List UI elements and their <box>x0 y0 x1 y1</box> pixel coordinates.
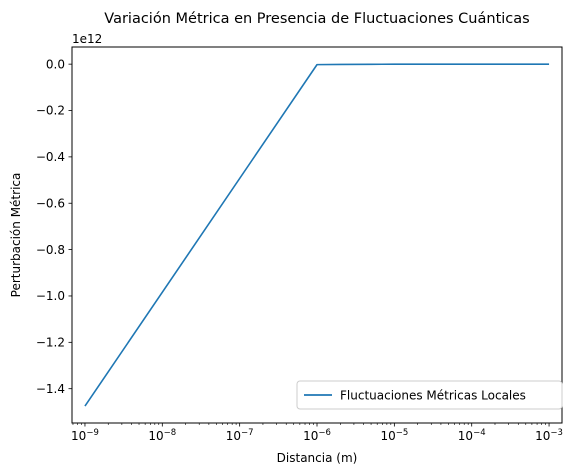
legend-label: Fluctuaciones Métricas Locales <box>340 389 526 403</box>
x-tick-label: 10−5 <box>380 428 408 443</box>
y-axis-ticks: 0.0 −0.2 −0.4 −0.6 −0.8 −1.0 −1.2 −1.4 <box>36 57 72 396</box>
y-tick-label: −1.0 <box>36 289 65 303</box>
chart-title: Variación Métrica en Presencia de Fluctu… <box>104 11 529 27</box>
y-tick-label: −0.2 <box>36 104 65 118</box>
x-tick-label: 10−3 <box>535 428 563 443</box>
plot-lines <box>84 63 550 407</box>
x-axis-label: Distancia (m) <box>277 451 358 465</box>
x-tick-label: 10−8 <box>148 428 176 443</box>
y-offset-label: 1e12 <box>72 32 102 46</box>
y-tick-label: −0.8 <box>36 243 65 257</box>
y-tick-label: 0.0 <box>46 57 65 71</box>
x-tick-label: 10−9 <box>71 428 99 443</box>
y-tick-label: −0.4 <box>36 150 65 164</box>
y-axis-label: Perturbación Métrica <box>9 173 23 298</box>
x-tick-label: 10−6 <box>303 428 331 443</box>
x-tick-label: 10−4 <box>458 428 486 443</box>
y-tick-label: −1.2 <box>36 336 65 350</box>
y-tick-label: −1.4 <box>36 382 65 396</box>
series-line <box>84 63 550 407</box>
plot-frame <box>71 46 563 424</box>
legend: Fluctuaciones Métricas Locales <box>296 380 563 410</box>
x-tick-label: 10−7 <box>226 428 254 443</box>
y-tick-label: −0.6 <box>36 196 65 210</box>
x-axis-ticks: 10−9 10−8 10−7 10−6 10−5 10−4 10−3 <box>71 423 563 443</box>
legend-box <box>296 380 563 410</box>
